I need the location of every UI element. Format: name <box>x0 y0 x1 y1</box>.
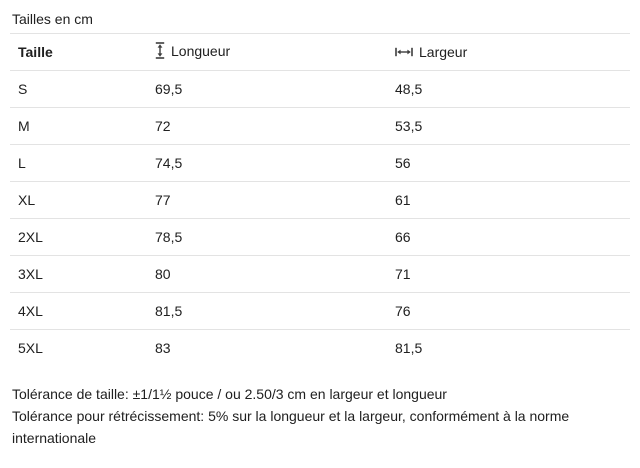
cell-taille: 5XL <box>18 340 43 357</box>
size-table-body: S 69,5 48,5 M 72 53,5 L 74,5 56 XL 77 61… <box>10 71 630 367</box>
cell-longueur: 81,5 <box>155 303 183 319</box>
table-row: XL 77 61 <box>10 182 630 219</box>
cell-longueur: 78,5 <box>155 229 183 245</box>
cell-taille: L <box>18 155 26 171</box>
cell-largeur: 71 <box>395 266 411 282</box>
header-row: Taille Longueur <box>10 33 630 71</box>
table-row: M 72 53,5 <box>10 108 630 145</box>
cell-longueur: 77 <box>155 192 171 208</box>
column-header-longueur: Longueur <box>155 34 395 71</box>
cell-taille: XL <box>18 192 36 208</box>
size-table: Taille Longueur <box>10 33 630 367</box>
table-row: 3XL 80 71 <box>10 256 630 293</box>
size-chart-panel: Tailles en cm Taille <box>10 11 630 449</box>
cell-largeur: 66 <box>395 229 411 245</box>
cell-longueur: 74,5 <box>155 155 183 171</box>
width-arrow-icon <box>395 47 413 57</box>
size-table-header: Taille Longueur <box>10 33 630 71</box>
cell-largeur: 61 <box>395 192 411 208</box>
table-row: 5XL 83 81,5 <box>10 330 630 367</box>
table-row: S 69,5 48,5 <box>10 71 630 108</box>
table-row: 2XL 78,5 66 <box>10 219 630 256</box>
cell-longueur: 72 <box>155 118 171 134</box>
cell-longueur: 83 <box>155 340 171 357</box>
cell-taille: 3XL <box>18 266 43 282</box>
tolerance-size-note: Tolérance de taille: ±1/1½ pouce / ou 2.… <box>12 385 447 402</box>
size-chart-title: Tailles en cm <box>12 11 93 27</box>
cell-longueur: 80 <box>155 266 171 282</box>
height-arrow-icon <box>155 42 165 59</box>
cell-taille: S <box>18 81 28 97</box>
cell-largeur: 53,5 <box>395 118 423 134</box>
cell-largeur: 81,5 <box>395 340 423 357</box>
cell-largeur: 56 <box>395 155 411 171</box>
table-row: L 74,5 56 <box>10 145 630 182</box>
cell-taille: M <box>18 118 30 134</box>
table-row: 4XL 81,5 76 <box>10 293 630 330</box>
cell-taille: 4XL <box>18 303 43 319</box>
column-header-largeur: Largeur <box>395 34 630 71</box>
column-header-taille: Taille <box>18 44 53 60</box>
cell-largeur: 48,5 <box>395 81 423 97</box>
tolerance-notes: Tolérance de taille: ±1/1½ pouce / ou 2.… <box>10 383 630 449</box>
cell-largeur: 76 <box>395 303 411 319</box>
cell-longueur: 69,5 <box>155 81 183 97</box>
column-header-largeur-label: Largeur <box>419 44 468 60</box>
tolerance-shrinkage-note: Tolérance pour rétrécissement: 5% sur la… <box>12 407 570 446</box>
column-header-longueur-label: Longueur <box>171 42 231 59</box>
cell-taille: 2XL <box>18 229 43 245</box>
